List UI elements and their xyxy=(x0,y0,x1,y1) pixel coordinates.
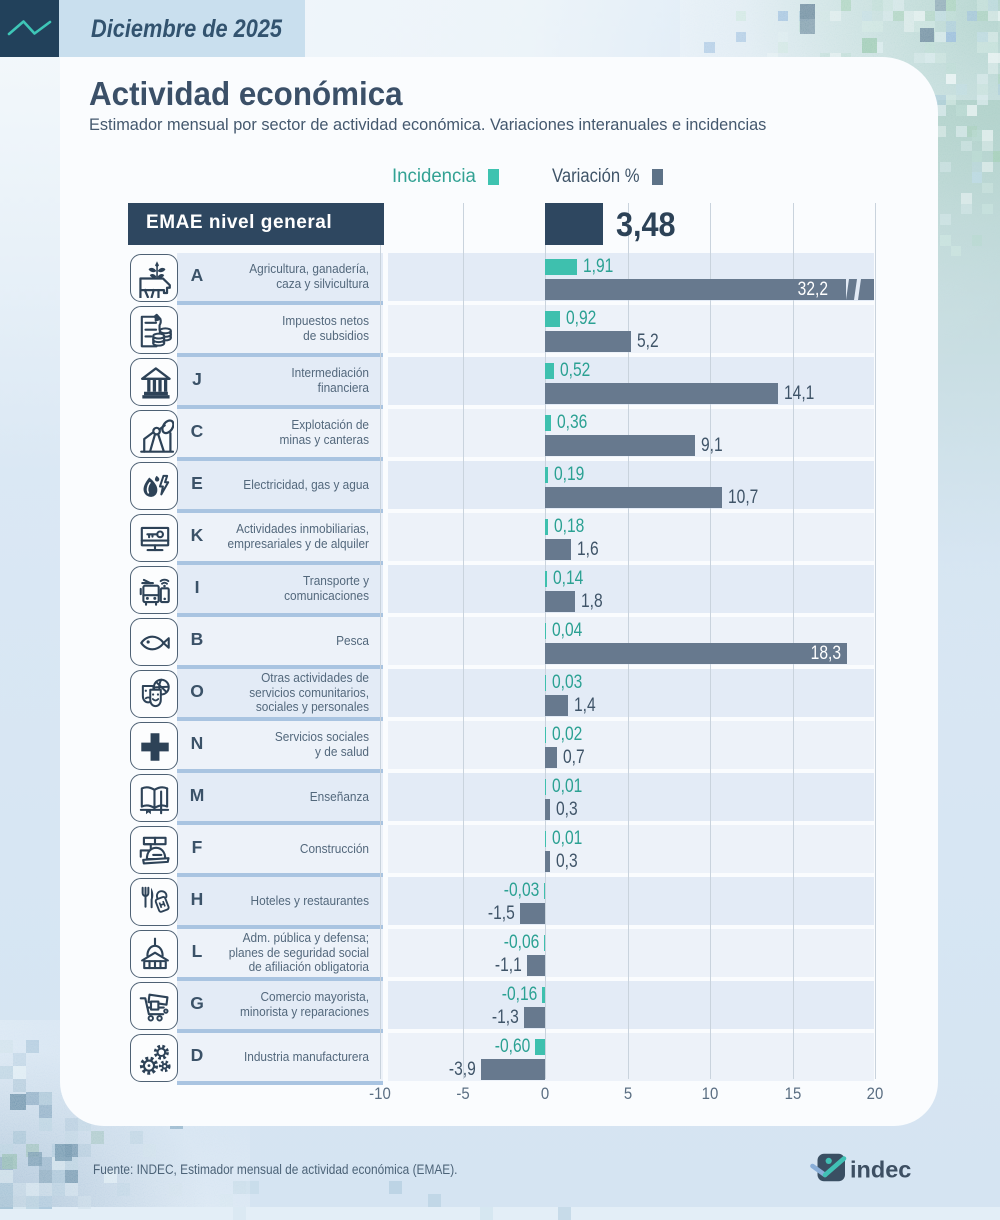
svg-text:indec: indec xyxy=(850,1157,911,1183)
